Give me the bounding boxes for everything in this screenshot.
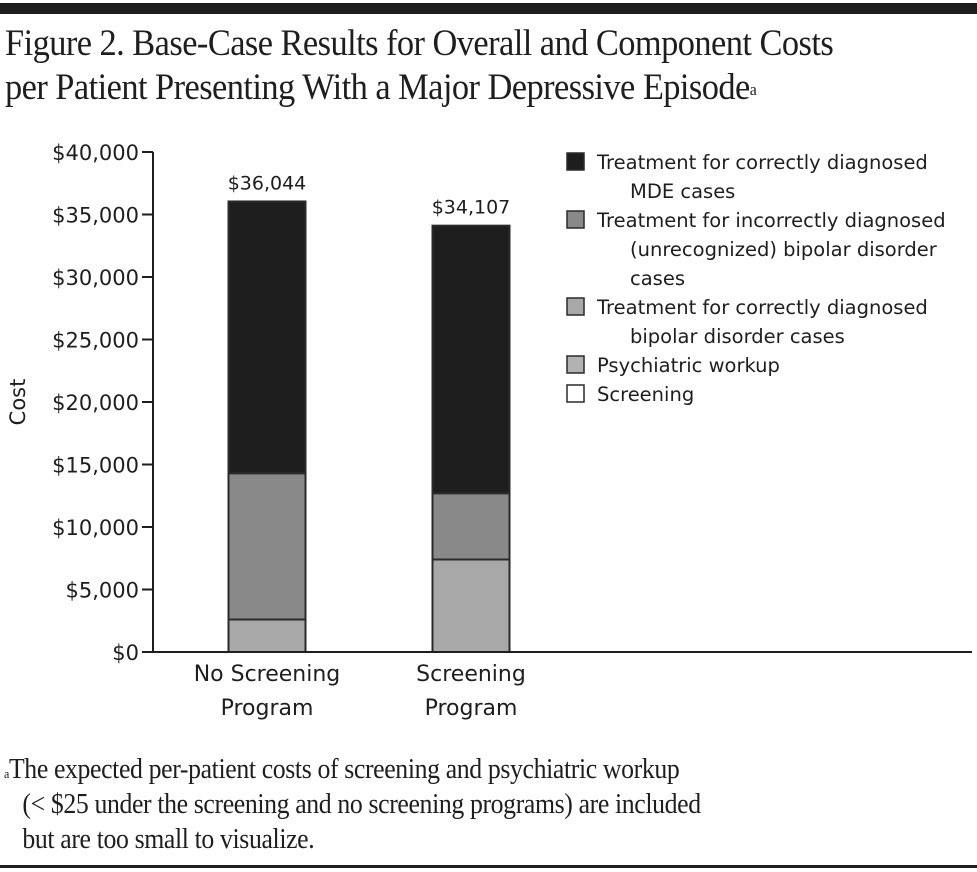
bar-segment-incorrect_bipolar <box>431 492 511 561</box>
x-axis: No Screening Program Screening Program <box>153 651 972 721</box>
footnote: aThe expected per-patient costs of scree… <box>4 752 896 857</box>
y-tick-label: $0 <box>112 641 139 665</box>
title-footnote-marker: a <box>749 80 757 99</box>
y-axis-label: Cost <box>6 379 30 426</box>
legend-label-incorrect_bipolar: Treatment for incorrectly diagnosed <box>596 209 946 232</box>
x-category-label-line1: Screening <box>416 662 526 687</box>
bar-total-label: $34,107 <box>432 197 511 219</box>
footnote-marker: a <box>4 766 9 781</box>
legend-swatch-screening <box>566 384 585 403</box>
footnote-line-2: (< $25 under the screening and no screen… <box>22 789 701 820</box>
x-category-label-line2: Program <box>221 696 314 721</box>
y-tick-label: $40,000 <box>52 141 139 165</box>
footnote-line-3: but are too small to visualize. <box>22 824 315 855</box>
title-line-2-text: per Patient Presenting With a Major Depr… <box>5 67 750 108</box>
title-line-2: per Patient Presenting With a Major Depr… <box>5 66 907 110</box>
legend-label-workup: Psychiatric workup <box>597 354 780 377</box>
legend-label-incorrect_bipolar: (unrecognized) bipolar disorder <box>630 238 938 261</box>
stacked-bar-chart: $0 $5,000 $10,000 $15,000 $20,000 $25,000 $30,… <box>6 141 972 721</box>
bar-segment-incorrect_bipolar <box>227 472 307 621</box>
y-tick-label: $5,000 <box>66 579 139 603</box>
legend-swatch-workup <box>566 355 585 374</box>
y-tick-label: $30,000 <box>52 266 139 290</box>
legend-label-mde: Treatment for correctly diagnosed <box>596 151 928 174</box>
legend-label-correct_bipolar: bipolar disorder cases <box>630 325 845 348</box>
top-rule <box>0 3 977 14</box>
legend-label-screening: Screening <box>597 383 694 406</box>
bars: $36,044 $34,107 <box>227 172 511 653</box>
figure-title: Figure 2. Base-Case Results for Overall … <box>5 22 907 110</box>
bar-total-label: $36,044 <box>228 172 307 194</box>
legend: Treatment for correctly diagnosed MDE cas… <box>566 151 946 406</box>
y-tick-label: $25,000 <box>52 329 139 353</box>
bar-segment-correct_bipolar <box>227 618 307 653</box>
title-line-1: Figure 2. Base-Case Results for Overall … <box>5 23 834 64</box>
legend-swatch-correct_bipolar <box>566 297 585 316</box>
y-axis: $0 $5,000 $10,000 $15,000 $20,000 $25,000 $30,… <box>52 141 154 665</box>
footnote-line-1-text: The expected per-patient costs of screen… <box>8 754 680 785</box>
bottom-rule <box>0 865 977 868</box>
legend-label-mde: MDE cases <box>630 180 735 203</box>
y-tick-label: $10,000 <box>52 516 139 540</box>
y-tick-label: $15,000 <box>52 454 139 478</box>
x-category-label-line1: No Screening <box>194 662 341 687</box>
bar-segment-correct_bipolar <box>431 558 511 653</box>
bar-segment-mde <box>227 200 307 475</box>
bar-segment-mde <box>431 224 511 495</box>
footnote-line-1: aThe expected per-patient costs of scree… <box>4 754 680 785</box>
legend-swatch-incorrect_bipolar <box>566 210 585 229</box>
legend-swatch-mde <box>566 152 585 171</box>
x-category-label-line2: Program <box>425 696 518 721</box>
legend-label-incorrect_bipolar: cases <box>630 267 685 290</box>
y-tick-label: $20,000 <box>52 391 139 415</box>
legend-label-correct_bipolar: Treatment for correctly diagnosed <box>596 296 928 319</box>
y-tick-label: $35,000 <box>52 204 139 228</box>
